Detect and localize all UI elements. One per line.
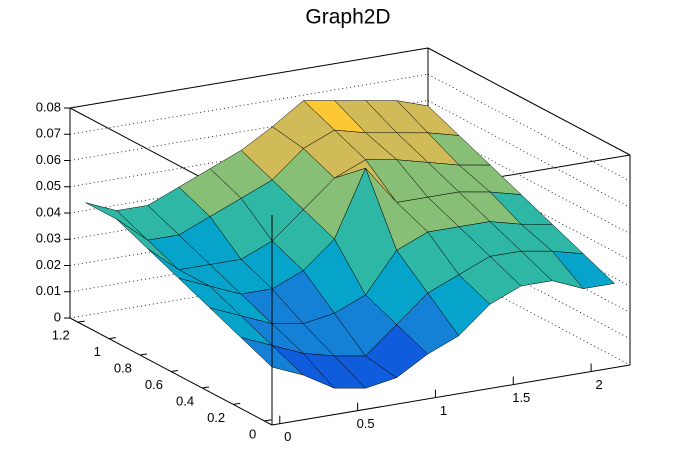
y-tick-label: 0.8 xyxy=(114,360,132,375)
y-tick-label: 0.4 xyxy=(176,393,194,408)
y-tick xyxy=(233,402,241,405)
grid-line xyxy=(69,152,429,214)
y-tick-label: 1.2 xyxy=(52,328,70,343)
z-tick-label: 0.05 xyxy=(36,178,61,193)
y-tick xyxy=(264,419,272,422)
y-tick xyxy=(202,386,210,389)
grid-line xyxy=(69,100,429,161)
y-tick xyxy=(139,353,147,356)
y-tick-label: 0.2 xyxy=(207,410,225,425)
y-tick-label: 0.6 xyxy=(145,377,163,392)
x-tick-label: 0.5 xyxy=(357,416,375,431)
x-tick-label: 0 xyxy=(284,429,291,444)
z-tick-label: 0.07 xyxy=(36,126,61,141)
z-tick-label: 0 xyxy=(54,309,61,324)
y-tick xyxy=(108,337,116,340)
z-tick-label: 0.02 xyxy=(36,257,61,272)
x-tick-label: 2 xyxy=(595,377,602,392)
z-tick-label: 0.04 xyxy=(36,204,61,219)
y-tick xyxy=(170,370,179,372)
grid-line xyxy=(69,205,429,266)
grid-line xyxy=(69,126,429,188)
grid-line xyxy=(69,47,429,109)
x-tick-label: 1 xyxy=(440,403,447,418)
z-tick-label: 0.08 xyxy=(36,99,61,114)
box-edge xyxy=(427,47,631,156)
y-tick-label: 0 xyxy=(249,426,256,441)
x-tick-label: 1.5 xyxy=(512,390,530,405)
y-tick-label: 1 xyxy=(94,344,101,359)
box-edge xyxy=(271,364,631,426)
z-tick-label: 0.06 xyxy=(36,152,61,167)
y-tick xyxy=(77,320,85,323)
z-tick-label: 0.01 xyxy=(36,283,61,298)
grid-line xyxy=(69,231,429,293)
grid-line xyxy=(69,257,429,319)
grid-line xyxy=(69,73,429,135)
chart-title: Graph2D xyxy=(305,6,390,29)
z-tick-label: 0.03 xyxy=(36,231,61,246)
